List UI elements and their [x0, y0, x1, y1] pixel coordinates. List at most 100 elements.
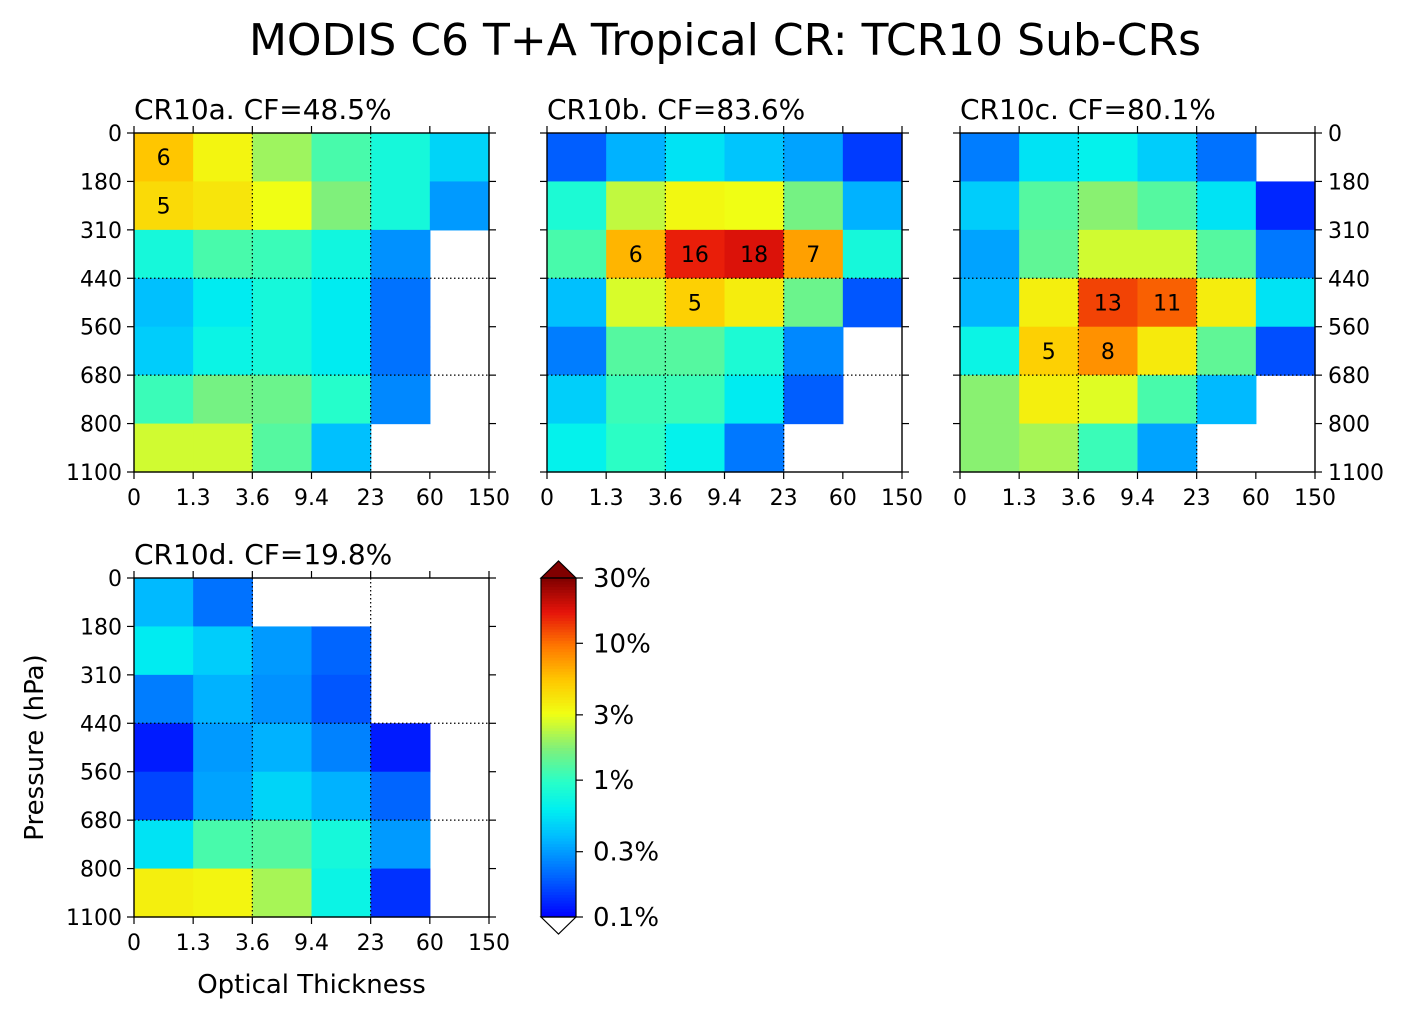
- colorbar-segment: [541, 665, 576, 670]
- heatmap-cell: [724, 423, 785, 473]
- colorbar-segment: [541, 628, 576, 633]
- colorbar-segment: [541, 795, 576, 799]
- heatmap-cell: [1255, 278, 1316, 328]
- heatmap-cell: [1137, 326, 1198, 376]
- heatmap-cell: [134, 326, 194, 376]
- colorbar-tick-label: 0.3%: [593, 838, 659, 868]
- x-tick-label: 23: [1183, 486, 1211, 511]
- heatmap-cell: [370, 820, 431, 870]
- y-tick-label: 0: [108, 567, 122, 592]
- heatmap-cell: [252, 674, 313, 724]
- heatmap-cell: [606, 423, 666, 473]
- heatmap-cell: [311, 423, 372, 473]
- heatmap-cell: [1078, 375, 1139, 425]
- heatmap-cell: [1078, 278, 1139, 328]
- heatmap-cell: [252, 278, 313, 328]
- colorbar-segment: [541, 645, 576, 650]
- heatmap-cell: [1019, 181, 1079, 231]
- colorbar-segment: [541, 702, 576, 706]
- colorbar-segment: [541, 781, 576, 785]
- y-tick-label: 0: [1328, 122, 1342, 147]
- cell-value-label: 8: [1101, 340, 1115, 365]
- heatmap-cell: [1137, 229, 1198, 279]
- heatmap-cell: [783, 326, 844, 376]
- heatmap-cell: [193, 229, 253, 279]
- colorbar-segment: [541, 863, 576, 867]
- colorbar-segment: [541, 849, 576, 853]
- panel-title: CR10b. CF=83.6%: [547, 93, 805, 126]
- heatmap-cell: [960, 181, 1020, 231]
- colorbar-segment: [541, 837, 576, 842]
- heatmap-cell: [193, 278, 253, 328]
- x-tick-label: 150: [468, 486, 510, 511]
- heatmap-cell: [1078, 181, 1139, 231]
- panel-title: CR10d. CF=19.8%: [134, 538, 392, 571]
- heatmap-cell: [724, 181, 785, 231]
- colorbar-segment: [541, 614, 576, 619]
- y-tick-label: 180: [1328, 170, 1370, 195]
- colorbar-segment: [541, 651, 576, 655]
- colorbar-segment: [541, 866, 576, 870]
- heatmap-cell: [960, 229, 1020, 279]
- heatmap-cell: [547, 133, 607, 183]
- colorbar-tick-label: 0.1%: [593, 903, 659, 933]
- colorbar-segment: [541, 668, 576, 672]
- heatmap-cell: [252, 626, 313, 676]
- x-tick-label: 23: [357, 486, 385, 511]
- heatmap-cell: [311, 674, 372, 724]
- colorbar-segment: [541, 589, 576, 593]
- heatmap-cell: [134, 423, 194, 473]
- colorbar-segment: [541, 809, 576, 814]
- x-tick-label: 3.6: [1061, 486, 1096, 511]
- y-tick-label: 440: [80, 267, 122, 292]
- cell-value-label: 5: [157, 195, 171, 220]
- x-tick-label: 9.4: [294, 486, 329, 511]
- heatmap-cell: [134, 771, 194, 821]
- heatmap-cell: [960, 423, 1020, 473]
- colorbar-segment: [541, 755, 576, 760]
- colorbar-segment: [541, 654, 576, 658]
- heatmap-cell: [370, 133, 431, 183]
- cell-value-label: 13: [1094, 292, 1122, 317]
- cell-value-label: 5: [688, 292, 702, 317]
- colorbar-segment: [541, 775, 576, 780]
- heatmap-cell: [311, 278, 372, 328]
- colorbar-segment: [541, 902, 576, 907]
- y-tick-label: 1100: [66, 461, 122, 486]
- colorbar-segment: [541, 772, 576, 777]
- heatmap-cell: [193, 133, 253, 183]
- heatmap-cell: [252, 229, 313, 279]
- heatmap-cell: [134, 868, 194, 918]
- colorbar-segment: [541, 823, 576, 828]
- heatmap-cell: [252, 723, 313, 773]
- heatmap-cell: [1078, 229, 1139, 279]
- heatmap-cell: [193, 820, 253, 870]
- heatmap-cell: [370, 326, 431, 376]
- colorbar-segment: [541, 583, 576, 588]
- heatmap-cell: [370, 278, 431, 328]
- heatmap-cell: [429, 181, 490, 231]
- colorbar-segment: [541, 815, 576, 819]
- colorbar-segment: [541, 741, 576, 746]
- colorbar-segment: [541, 597, 576, 602]
- heatmap-cell: [606, 133, 666, 183]
- heatmap-cell: [606, 375, 666, 425]
- colorbar-segment: [541, 617, 576, 621]
- colorbar-segment: [541, 894, 576, 898]
- heatmap-cell: [783, 278, 844, 328]
- heatmap-cell: [1019, 229, 1079, 279]
- colorbar-segment: [541, 854, 576, 859]
- x-tick-label: 150: [881, 486, 923, 511]
- cell-value-label: 7: [806, 243, 820, 268]
- y-tick-label: 310: [80, 219, 122, 244]
- heatmap-cell: [193, 423, 253, 473]
- colorbar-segment: [541, 685, 576, 689]
- heatmap-cell: [311, 868, 372, 918]
- x-tick-label: 9.4: [1120, 486, 1155, 511]
- heatmap-cell: [370, 229, 431, 279]
- colorbar-segment: [541, 606, 576, 610]
- colorbar-segment: [541, 713, 576, 718]
- y-tick-label: 800: [80, 413, 122, 438]
- colorbar-segment: [541, 682, 576, 686]
- cell-value-label: 6: [629, 243, 643, 268]
